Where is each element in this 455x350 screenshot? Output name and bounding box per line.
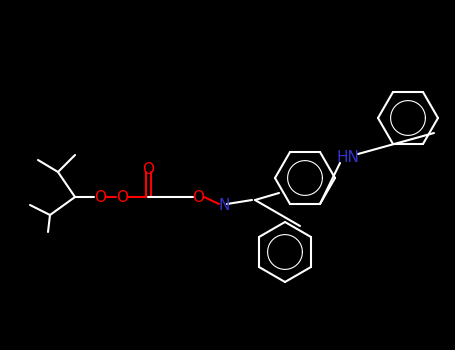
Text: O: O [116, 189, 128, 204]
Text: O: O [192, 189, 204, 204]
Text: N: N [218, 198, 230, 214]
Text: O: O [142, 161, 154, 176]
Text: O: O [94, 189, 106, 204]
Text: HN: HN [337, 150, 359, 166]
